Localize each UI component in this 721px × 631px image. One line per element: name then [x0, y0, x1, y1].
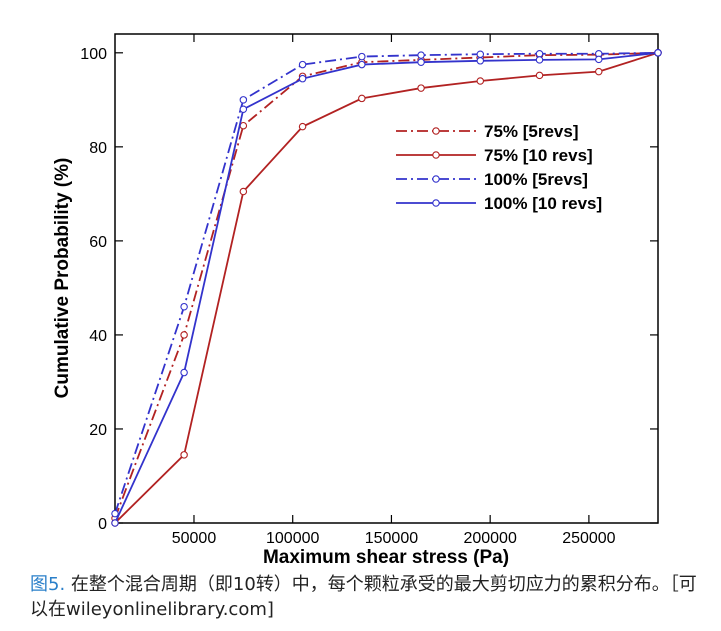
y-tick-label: 40: [89, 328, 107, 345]
series-2-marker: [239, 187, 248, 196]
series-line-1: [114, 51, 659, 519]
series-2-marker: [417, 84, 425, 92]
axis-ticks: 50000 100000 150000 200000 250000 0 20 40 60 80 10…: [80, 34, 658, 547]
series-1-marker: [239, 121, 248, 130]
series-3-marker: [239, 96, 248, 104]
series-line-4: [114, 51, 659, 524]
series-1-marker: [180, 331, 188, 339]
legend-label-3: 100% [5revs]: [484, 170, 588, 189]
figure-caption: 图5. 在整个混合周期（即10转）中，每个颗粒承受的最大剪切应力的累积分布。［可…: [30, 572, 710, 622]
series-layer: [111, 49, 662, 527]
series-3-marker: [180, 302, 188, 311]
series-3-marker: [417, 51, 425, 59]
series-4-marker: [476, 57, 485, 65]
series-4-marker: [358, 60, 366, 69]
y-axis-label: Cumulative Probability (%): [52, 158, 73, 399]
series-3-marker: [535, 49, 544, 58]
series-3-marker: [358, 52, 366, 61]
series-4-marker: [654, 49, 662, 57]
y-tick-label: 20: [89, 422, 107, 439]
series-3-marker: [298, 60, 307, 69]
series-4-marker: [239, 105, 248, 113]
legend-marker-1: [432, 127, 440, 135]
series-4-marker: [595, 55, 603, 64]
series-line-3: [114, 51, 659, 514]
legend-label-2: 75% [10 revs]: [484, 146, 593, 165]
series-2-marker: [358, 94, 366, 103]
legend-marker-3: [432, 175, 440, 183]
series-2-marker: [595, 67, 603, 76]
series-4-marker: [111, 519, 119, 527]
series-2-marker: [535, 71, 544, 80]
y-tick-label: 80: [89, 140, 107, 157]
legend-label-1: 75% [5revs]: [484, 122, 579, 141]
plot-frame: [114, 33, 659, 524]
x-tick-label: 150000: [365, 530, 418, 547]
x-tick-label: 100000: [266, 530, 319, 547]
series-3-marker: [476, 50, 485, 58]
chart: 50000 100000 150000 200000 250000 0 20 40 60 80 10…: [52, 33, 662, 568]
series-4-marker: [298, 74, 307, 83]
series-4-marker: [417, 58, 425, 66]
caption-text: 在整个混合周期（即10转）中，每个颗粒承受的最大剪切应力的累积分布。［可以在wi…: [30, 574, 697, 620]
series-4-marker: [180, 368, 188, 377]
x-tick-label: 200000: [463, 530, 516, 547]
figure-label[interactable]: 图5.: [30, 574, 66, 595]
x-tick-label: 250000: [562, 530, 615, 547]
legend-label-4: 100% [10 revs]: [484, 194, 602, 213]
y-tick-label: 60: [89, 234, 107, 251]
x-tick-label: 50000: [172, 530, 217, 547]
series-4-marker: [535, 56, 544, 64]
y-tick-label: 0: [98, 516, 107, 533]
legend-marker-4: [432, 199, 440, 207]
legend-marker-2: [432, 151, 440, 159]
legend: 75% [5revs] 75% [10 revs] 100% [5revs] 100%…: [396, 122, 602, 213]
series-3-marker: [111, 509, 119, 518]
series-2-marker: [476, 77, 485, 85]
series-2-marker: [180, 451, 188, 459]
x-axis-label: Maximum shear stress (Pa): [263, 547, 509, 568]
series-2-marker: [298, 122, 307, 131]
y-tick-label: 100: [80, 46, 107, 63]
series-line-2: [114, 51, 659, 524]
